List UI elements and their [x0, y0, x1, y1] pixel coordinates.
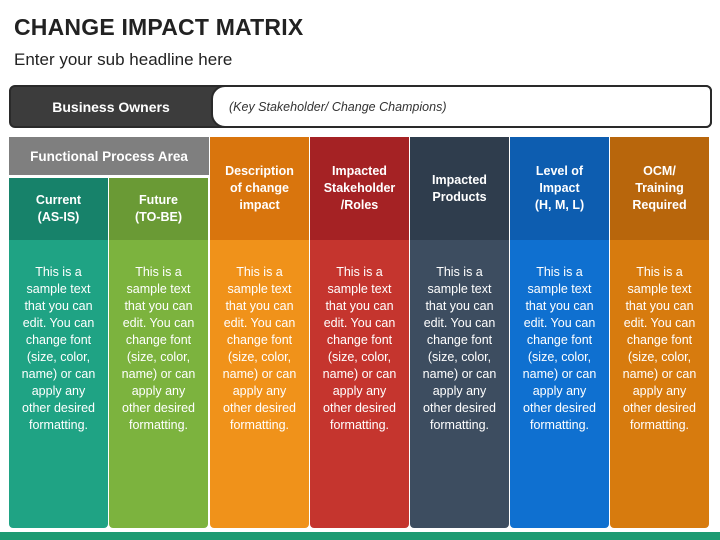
- business-owners-label: Business Owners: [52, 98, 170, 115]
- column-level: Level of Impact (H, M, L) This is a sampl…: [510, 137, 609, 528]
- column-ocm: OCM/ Training Required This is a sample t…: [610, 137, 709, 528]
- column-body-description: This is a sample text that you can edit.…: [222, 265, 297, 432]
- column-stakeholder: Impacted Stakeholder /Roles This is a sam…: [310, 137, 409, 528]
- column-header-ocm: OCM/ Training Required: [610, 137, 709, 240]
- business-owners-bar: Business Owners (Key Stakeholder/ Change…: [9, 85, 712, 128]
- column-header-future: Future (TO-BE): [109, 178, 208, 240]
- column-header-level: Level of Impact (H, M, L): [510, 137, 609, 240]
- column-current: Current (AS-IS) This is a sample text tha…: [9, 178, 108, 528]
- column-products: Impacted Products This is a sample text t…: [410, 137, 509, 528]
- stakeholder-note: (Key Stakeholder/ Change Champions): [211, 85, 712, 128]
- column-body-level: This is a sample text that you can edit.…: [522, 265, 597, 432]
- column-header-products: Impacted Products: [410, 137, 509, 240]
- column-body-future: This is a sample text that you can edit.…: [121, 265, 196, 432]
- column-body-current: This is a sample text that you can edit.…: [21, 265, 96, 432]
- column-description: Description of change impact This is a sa…: [210, 137, 309, 528]
- column-header-stakeholder: Impacted Stakeholder /Roles: [310, 137, 409, 240]
- column-body-stakeholder: This is a sample text that you can edit.…: [322, 265, 397, 432]
- column-header-current: Current (AS-IS): [9, 178, 108, 240]
- column-body-products: This is a sample text that you can edit.…: [422, 265, 497, 432]
- column-header-description: Description of change impact: [210, 137, 309, 240]
- bottom-accent-line: [0, 532, 720, 540]
- column-body-ocm: This is a sample text that you can edit.…: [622, 265, 697, 432]
- functional-process-area-label: Functional Process Area: [9, 137, 209, 175]
- page-title: CHANGE IMPACT MATRIX: [14, 14, 304, 40]
- page-subtitle: Enter your sub headline here: [14, 50, 233, 69]
- column-future: Future (TO-BE) This is a sample text that…: [109, 178, 208, 528]
